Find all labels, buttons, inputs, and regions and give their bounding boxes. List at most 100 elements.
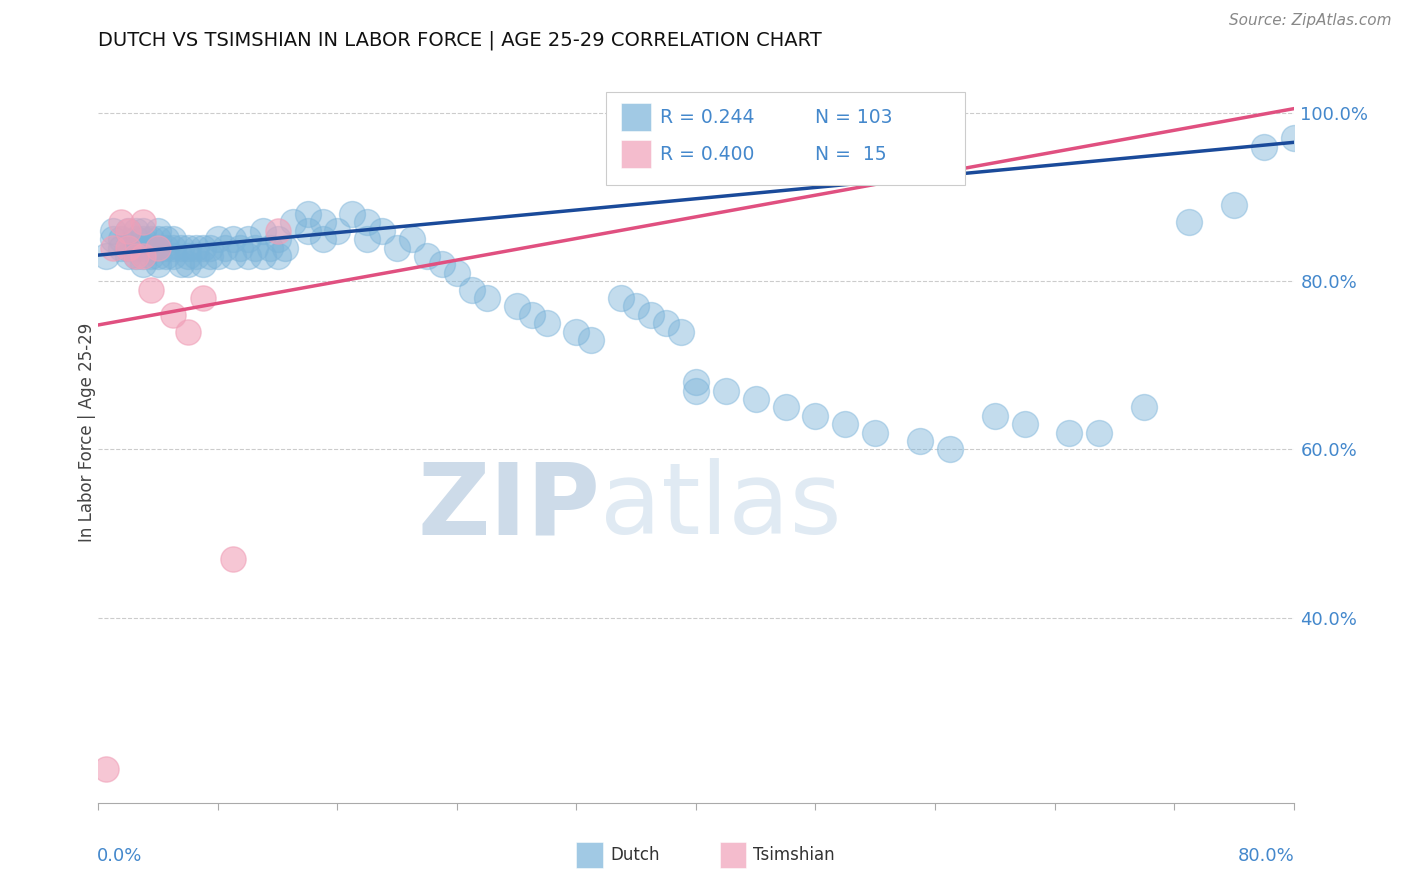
Text: atlas: atlas: [600, 458, 842, 555]
Text: ZIP: ZIP: [418, 458, 600, 555]
Point: [1014, 417, 1036, 432]
Point: [685, 384, 707, 398]
Point: [184, 240, 207, 255]
Point: [581, 333, 603, 347]
Point: [117, 240, 139, 255]
Point: [297, 224, 319, 238]
Point: [685, 375, 707, 389]
Point: [1088, 425, 1111, 440]
Point: [132, 249, 155, 263]
Point: [236, 249, 259, 263]
Point: [110, 215, 132, 229]
Point: [745, 392, 768, 406]
Point: [401, 232, 423, 246]
Point: [139, 232, 162, 246]
Point: [252, 249, 274, 263]
Text: R = 0.244: R = 0.244: [661, 109, 755, 128]
Point: [610, 291, 633, 305]
Point: [177, 325, 200, 339]
Point: [169, 240, 191, 255]
Point: [908, 434, 931, 448]
Point: [191, 291, 214, 305]
Point: [139, 249, 162, 263]
Point: [155, 232, 177, 246]
Point: [132, 249, 155, 263]
Point: [200, 249, 222, 263]
Text: Source: ZipAtlas.com: Source: ZipAtlas.com: [1229, 13, 1392, 29]
Point: [506, 300, 529, 314]
Point: [356, 215, 378, 229]
Point: [446, 266, 468, 280]
Text: R = 0.400: R = 0.400: [661, 145, 755, 164]
Point: [103, 240, 125, 255]
Point: [252, 224, 274, 238]
Point: [125, 249, 148, 263]
Text: N = 103: N = 103: [815, 109, 893, 128]
Point: [865, 425, 887, 440]
Point: [311, 232, 333, 246]
Point: [984, 409, 1007, 423]
Point: [162, 232, 184, 246]
Point: [207, 249, 229, 263]
Point: [245, 240, 267, 255]
Point: [342, 207, 364, 221]
Point: [94, 249, 117, 263]
Point: [461, 283, 484, 297]
Point: [117, 224, 139, 238]
Text: Dutch: Dutch: [610, 847, 659, 864]
Point: [184, 249, 207, 263]
Point: [177, 240, 200, 255]
Point: [148, 240, 170, 255]
Point: [834, 417, 856, 432]
Point: [103, 224, 125, 238]
Point: [775, 401, 797, 415]
Bar: [576, 842, 603, 868]
Point: [191, 257, 214, 271]
Point: [125, 249, 148, 263]
Point: [626, 300, 648, 314]
Point: [1059, 425, 1081, 440]
Point: [222, 232, 245, 246]
Point: [939, 442, 962, 457]
Point: [132, 257, 155, 271]
Point: [236, 232, 259, 246]
Point: [132, 215, 155, 229]
Point: [117, 224, 139, 238]
Point: [640, 308, 662, 322]
Point: [214, 240, 236, 255]
Point: [155, 249, 177, 263]
Point: [110, 240, 132, 255]
Point: [356, 232, 378, 246]
Point: [222, 249, 245, 263]
Point: [804, 409, 827, 423]
Text: DUTCH VS TSIMSHIAN IN LABOR FORCE | AGE 25-29 CORRELATION CHART: DUTCH VS TSIMSHIAN IN LABOR FORCE | AGE …: [98, 30, 823, 50]
Bar: [620, 103, 651, 131]
Point: [132, 232, 155, 246]
Point: [200, 240, 222, 255]
Bar: [620, 140, 651, 169]
Point: [371, 224, 394, 238]
Point: [475, 291, 498, 305]
Point: [259, 240, 281, 255]
Point: [1282, 131, 1305, 145]
Point: [177, 249, 200, 263]
Point: [1178, 215, 1201, 229]
Point: [132, 224, 155, 238]
Point: [191, 240, 214, 255]
Point: [162, 249, 184, 263]
Point: [125, 240, 148, 255]
Point: [148, 232, 170, 246]
Point: [655, 316, 678, 330]
Point: [297, 207, 319, 221]
Point: [222, 551, 245, 566]
Point: [267, 232, 290, 246]
Point: [103, 232, 125, 246]
Point: [1133, 401, 1156, 415]
Point: [148, 249, 170, 263]
Y-axis label: In Labor Force | Age 25-29: In Labor Force | Age 25-29: [79, 323, 96, 542]
Point: [117, 249, 139, 263]
Point: [207, 232, 229, 246]
Point: [117, 240, 139, 255]
Point: [162, 308, 184, 322]
Point: [125, 224, 148, 238]
